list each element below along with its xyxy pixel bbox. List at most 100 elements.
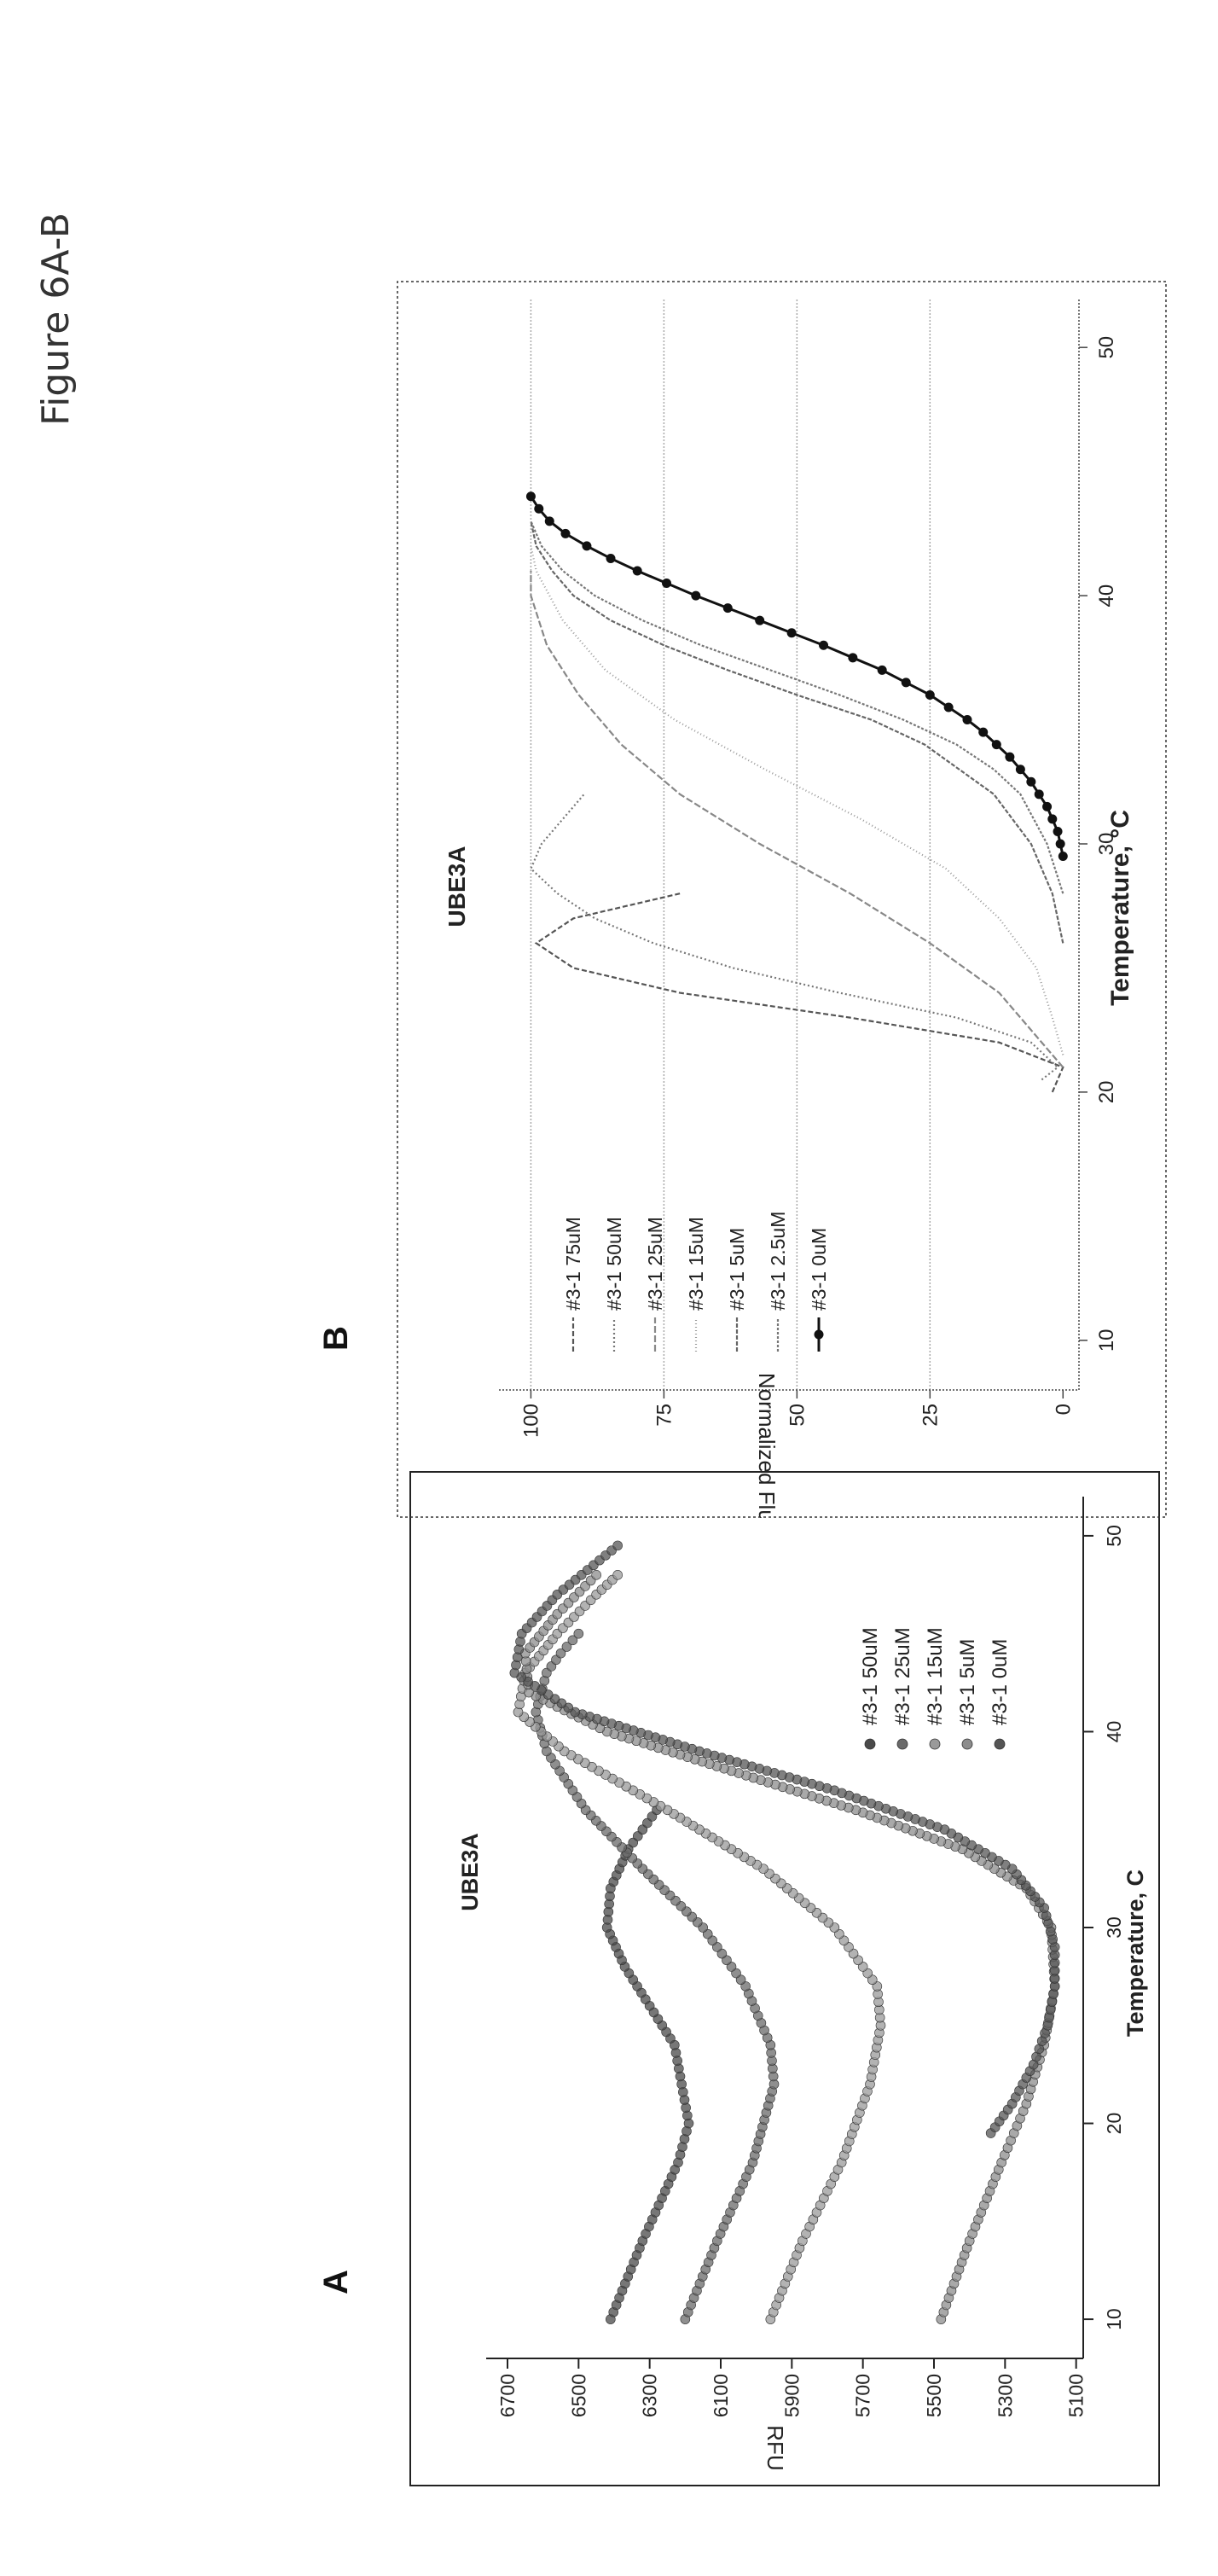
chart-b-point [848, 653, 858, 663]
chart-a-x-tick-label: 10 [1103, 2308, 1125, 2330]
chart-b-legend-label: #3-1 50uM [603, 1217, 625, 1311]
chart-a-y-tick-label: 5900 [780, 2374, 803, 2417]
chart-b-series-line [530, 520, 1064, 894]
chart-b-y-tick-label: 0 [1052, 1404, 1075, 1415]
chart-b-series-line [530, 794, 1059, 1081]
chart-a-title: UBE3A [457, 1833, 483, 1911]
chart-a-y-tick-label: 5300 [994, 2374, 1016, 2417]
chart-b-point [544, 516, 554, 526]
chart-a-frame [409, 1471, 1160, 2486]
chart-a-series-1 [531, 1628, 780, 2324]
chart-a-y-tick-label: 6300 [639, 2374, 661, 2417]
chart-a-legend-label: #3-1 0uM [989, 1639, 1012, 1725]
chart-b-y-tick-label: 100 [519, 1404, 542, 1438]
chart-b-legend-label: #3-1 2.5uM [767, 1212, 789, 1311]
chart-b-legend-label: #3-1 15uM [685, 1217, 707, 1311]
chart-b-point [991, 740, 1001, 750]
chart-a-legend-label: #3-1 50uM [859, 1627, 882, 1725]
chart-a-legend-label: #3-1 5uM [956, 1639, 979, 1725]
chart-a-y-tick-label: 6100 [710, 2374, 732, 2417]
chart-a-series-4 [509, 1540, 1060, 2138]
chart-b-xlabel: Temperature, °C [1106, 810, 1134, 1006]
chart-b-point [1034, 789, 1044, 800]
chart-b-point [1058, 852, 1068, 862]
chart-b-point [943, 702, 954, 712]
panel-a-letter: A [317, 2270, 355, 2294]
chart-b-series-4 [530, 520, 1064, 944]
chart-b-legend-label: #3-1 0uM [808, 1228, 830, 1311]
chart-b-legend-marker-point [814, 1329, 824, 1340]
chart-a-y-tick-label: 6700 [496, 2374, 519, 2417]
chart-b-point [819, 640, 829, 650]
chart-a-x-tick-label: 20 [1103, 2113, 1125, 2135]
chart-a-legend-label: #3-1 25uM [891, 1627, 914, 1725]
chart-b-x-tick-label: 40 [1095, 584, 1118, 608]
chart-a-x-tick-label: 50 [1103, 1525, 1125, 1547]
chart-b-series-3 [530, 545, 1064, 1055]
chart-b-point [560, 528, 571, 538]
chart-b-point [1055, 839, 1065, 849]
chart-a-legend-label: #3-1 15uM [924, 1627, 947, 1725]
chart-b-point [691, 590, 701, 601]
chart-a-y-tick-label: 5500 [923, 2374, 945, 2417]
chart-b-x-tick-label: 10 [1095, 1329, 1118, 1352]
chart-b-point [877, 665, 887, 675]
chart-b-frame [397, 281, 1167, 1518]
chart-b-y-tick-label: 50 [786, 1404, 809, 1427]
chart-b-point [662, 579, 672, 589]
chart-a-x-tick-label: 40 [1103, 1721, 1125, 1743]
chart-b-series-line [534, 893, 1064, 1093]
chart-b-legend-label: #3-1 75uM [562, 1217, 584, 1311]
chart-b-point [901, 677, 911, 688]
chart-b-series-0 [534, 893, 1064, 1093]
chart-b-point [1005, 752, 1015, 762]
chart-b-series-line [530, 545, 1064, 1055]
chart-a-legend-marker [961, 1738, 973, 1750]
chart-b-series-1 [530, 794, 1059, 1081]
chart-a-y-tick-label: 6500 [567, 2374, 589, 2417]
chart-b-point [534, 503, 544, 514]
chart-b-plot: 10 20 30 40 50 0 25 50 75 100 #3-1 75uM #3-1 50uM #… [397, 281, 1167, 1518]
chart-a-point [573, 1628, 584, 1639]
chart-a-y-tick-label: 5100 [1065, 2374, 1088, 2417]
chart-b-point [978, 727, 989, 737]
chart-b-ylabel: Normalized Fluo. (%) [754, 1373, 780, 1518]
chart-b-series-5 [530, 520, 1064, 894]
chart-b-series-line [530, 520, 1064, 944]
chart-b-y-tick-label: 75 [652, 1404, 676, 1427]
chart-b-point [962, 715, 972, 725]
chart-b-point [606, 553, 616, 563]
chart-b-point [1053, 826, 1063, 836]
chart-a-point [612, 1570, 623, 1580]
chart-b-point [1042, 801, 1053, 811]
chart-a-ylabel: RFU [763, 2425, 788, 2470]
chart-b-x-tick-label: 20 [1095, 1081, 1118, 1104]
figure-caption: Figure 6A-B [34, 212, 78, 426]
chart-b-point [632, 566, 642, 576]
chart-a-legend-marker [994, 1738, 1006, 1750]
chart-a-legend-marker [929, 1738, 941, 1750]
chart-b-point [1015, 765, 1025, 775]
panel-b-letter: B [317, 1326, 355, 1351]
chart-b-point [755, 615, 765, 625]
chart-a-point [612, 1540, 623, 1551]
chart-a-plot: 10 20 30 40 50 5100 5300 5500 5700 5900 6100 6300 65… [409, 1471, 1160, 2486]
chart-b-legend-label: #3-1 25uM [644, 1217, 666, 1311]
chart-b-legend-label: #3-1 5uM [726, 1228, 748, 1311]
chart-b-series-2 [530, 571, 1064, 1068]
chart-a-series-2 [513, 1570, 886, 2324]
chart-b-y-tick-label: 25 [919, 1404, 942, 1427]
chart-a-point [567, 1635, 578, 1646]
chart-a-point [555, 1648, 566, 1659]
chart-b-series-6 [525, 491, 1068, 862]
chart-b-x-tick-label: 30 [1095, 833, 1118, 856]
chart-a-legend-marker [896, 1738, 908, 1750]
chart-a-y-tick-label: 5700 [852, 2374, 874, 2417]
chart-a-xlabel: Temperature, C [1122, 1869, 1148, 2037]
chart-b-point [525, 491, 536, 502]
chart-b-x-tick-label: 50 [1095, 336, 1118, 359]
chart-b-series-line [530, 571, 1064, 1068]
chart-a-point [561, 1642, 572, 1652]
